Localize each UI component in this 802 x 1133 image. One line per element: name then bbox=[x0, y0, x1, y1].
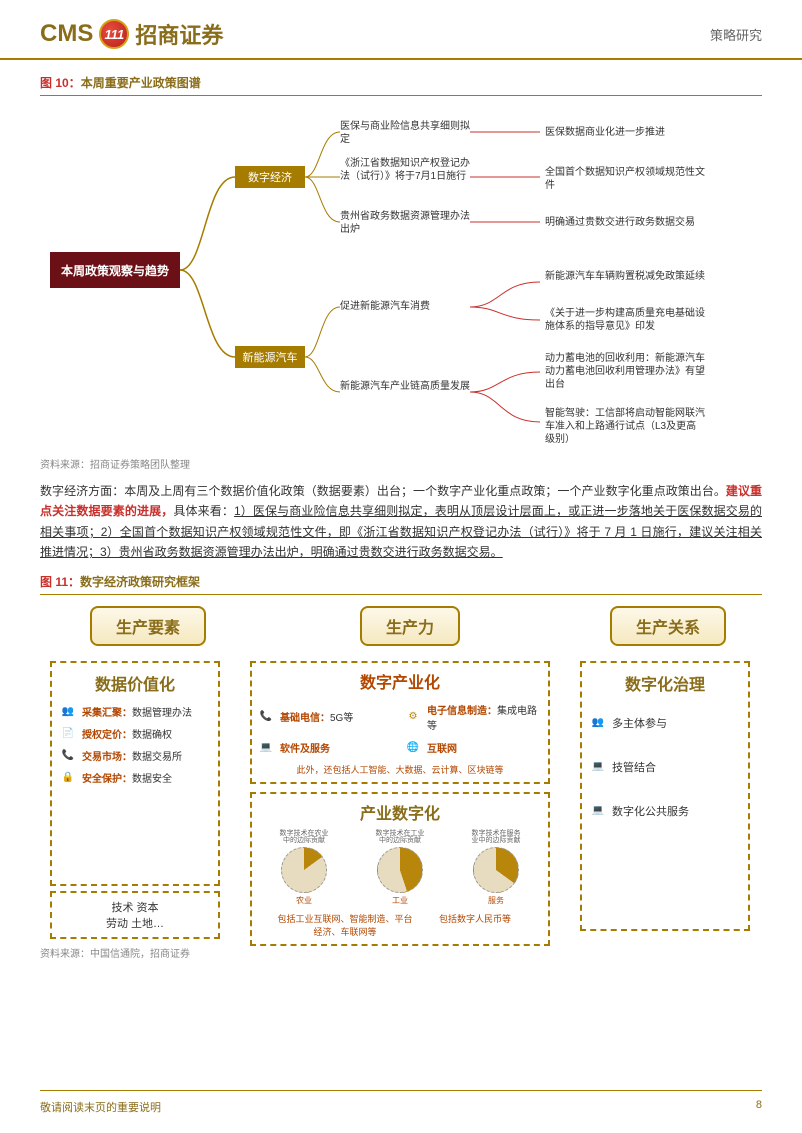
col-title: 数字化治理 bbox=[590, 671, 740, 695]
page-footer: 敬请阅读末页的重要说明 8 bbox=[40, 1090, 762, 1115]
item-icon: 👥 bbox=[590, 715, 606, 731]
list-item: 💻数字化公共服务 bbox=[590, 789, 740, 833]
col-data-value: 数据价值化 👥采集汇聚：数据管理办法📄授权定价：数据确权📞交易市场：数据交易所🔒… bbox=[50, 661, 220, 886]
sub-title: 产业数字化 bbox=[258, 800, 542, 824]
item-icon: 📞 bbox=[60, 748, 76, 764]
list-item: ⚙电子信息制造：集成电路等 bbox=[405, 699, 542, 735]
list-item: 💻技管结合 bbox=[590, 745, 740, 789]
sub-note: 此外，还包括人工智能、大数据、云计算、区块链等 bbox=[258, 763, 542, 776]
col-governance: 数字化治理 👥多主体参与💻技管结合💻数字化公共服务 bbox=[580, 661, 750, 931]
tree-root: 本周政策观察与趋势 bbox=[50, 252, 180, 288]
tree-rleaf: 新能源汽车车辆购置税减免政策延续 bbox=[545, 270, 705, 283]
pill-factor: 生产要素 bbox=[90, 606, 206, 646]
body-paragraph: 数字经济方面：本周及上周有三个数据价值化政策（数据要素）出台；一个数字产业化重点… bbox=[40, 475, 762, 569]
tree-rleaf: 动力蓄电池的回收利用：新能源汽车动力蓄电池回收利用管理办法》有望出台 bbox=[545, 352, 705, 391]
figure10-title: 图 10：本周重要产业政策图谱 bbox=[40, 70, 762, 96]
tree-rleaf: 全国首个数据知识产权领域规范性文件 bbox=[545, 166, 705, 192]
item-icon: 📄 bbox=[60, 726, 76, 742]
list-item: 👥采集汇聚：数据管理办法 bbox=[60, 701, 210, 723]
tree-leaf: 医保与商业险信息共享细则拟定 bbox=[340, 120, 470, 146]
list-item: 💻软件及服务 bbox=[258, 737, 395, 759]
list-item: 🔒安全保护：数据安全 bbox=[60, 767, 210, 789]
sub-digitize: 产业数字化 数字技术在农业中的边际贡献 农业数字技术在工业中的边际贡献 工业数字… bbox=[250, 792, 550, 946]
figure10-source: 资料来源：招商证券策略团队整理 bbox=[40, 452, 762, 475]
item-icon: 💻 bbox=[258, 740, 274, 756]
tree-cat-digital: 数字经济 bbox=[235, 166, 305, 188]
sub-title: 数字产业化 bbox=[258, 669, 542, 693]
sub-industry: 数字产业化 📞基础电信：5G等 ⚙电子信息制造：集成电路等 💻软件及服务 🌐互联网 此… bbox=[250, 661, 550, 784]
tree-rleaf: 智能驾驶：工信部将启动智能网联汽车准入和上路通行试点（L3及更高级别） bbox=[545, 407, 705, 446]
item-icon: 👥 bbox=[60, 704, 76, 720]
list-item: 📞交易市场：数据交易所 bbox=[60, 745, 210, 767]
list-item: 👥多主体参与 bbox=[590, 701, 740, 745]
cms-label: CMS bbox=[40, 20, 93, 48]
tree-leaf: 促进新能源汽车消费 bbox=[340, 300, 470, 313]
pill-productivity: 生产力 bbox=[360, 606, 460, 646]
tree-leaf: 《浙江省数据知识产权登记办法（试行）》将于7月1日施行 bbox=[340, 157, 470, 183]
list-item: 📄授权定价：数据确权 bbox=[60, 723, 210, 745]
figure11-diagram: 生产要素 生产力 生产关系 数据价值化 👥采集汇聚：数据管理办法📄授权定价：数据… bbox=[40, 601, 762, 941]
item-icon: 🌐 bbox=[405, 740, 421, 756]
figure11-title: 图 11：数字经济政策研究框架 bbox=[40, 569, 762, 595]
page-number: 8 bbox=[756, 1099, 762, 1115]
footer-disclaimer: 敬请阅读末页的重要说明 bbox=[40, 1099, 161, 1115]
pie-item: 数字技术在农业中的边际贡献 农业 bbox=[279, 830, 329, 906]
item-icon: ⚙ bbox=[405, 709, 421, 725]
note1: 包括工业互联网、智能制造、平台经济、车联网等 bbox=[275, 912, 415, 938]
tree-rleaf: 《关于进一步构建高质量充电基础设施体系的指导意见》印发 bbox=[545, 307, 705, 333]
brand-cn: 招商证券 bbox=[135, 18, 223, 50]
logo-circle-icon: 111 bbox=[99, 19, 129, 49]
list-item: 📞基础电信：5G等 bbox=[258, 699, 395, 735]
tree-rleaf: 医保数据商业化进一步推进 bbox=[545, 126, 705, 139]
tree-leaf: 贵州省政务数据资源管理办法出炉 bbox=[340, 210, 470, 236]
pie-item: 数字技术在工业中的边际贡献 工业 bbox=[375, 830, 425, 906]
tree-cat-nev: 新能源汽车 bbox=[235, 346, 305, 368]
col1-footer: 技术 资本 劳动 土地… bbox=[50, 891, 220, 939]
item-icon: 🔒 bbox=[60, 770, 76, 786]
brand-logo: CMS 111 招商证券 bbox=[40, 18, 223, 50]
pill-relation: 生产关系 bbox=[610, 606, 726, 646]
doc-category: 策略研究 bbox=[710, 25, 762, 44]
page-header: CMS 111 招商证券 策略研究 bbox=[0, 0, 802, 60]
item-icon: 💻 bbox=[590, 759, 606, 775]
col-title: 数据价值化 bbox=[60, 671, 210, 695]
tree-rleaf: 明确通过贵数交进行政务数据交易 bbox=[545, 216, 705, 229]
tree-leaf: 新能源汽车产业链高质量发展 bbox=[340, 380, 470, 393]
list-item: 🌐互联网 bbox=[405, 737, 542, 759]
note2: 包括数字人民币等 bbox=[425, 912, 525, 938]
item-icon: 💻 bbox=[590, 803, 606, 819]
item-icon: 📞 bbox=[258, 709, 274, 725]
figure10-tree: 本周政策观察与趋势 数字经济 新能源汽车 医保与商业险信息共享细则拟定 《浙江省… bbox=[40, 102, 762, 452]
pie-item: 数字技术在服务业中的边际贡献 服务 bbox=[471, 830, 521, 906]
col-mid: 数字产业化 📞基础电信：5G等 ⚙电子信息制造：集成电路等 💻软件及服务 🌐互联网 此… bbox=[250, 661, 550, 931]
